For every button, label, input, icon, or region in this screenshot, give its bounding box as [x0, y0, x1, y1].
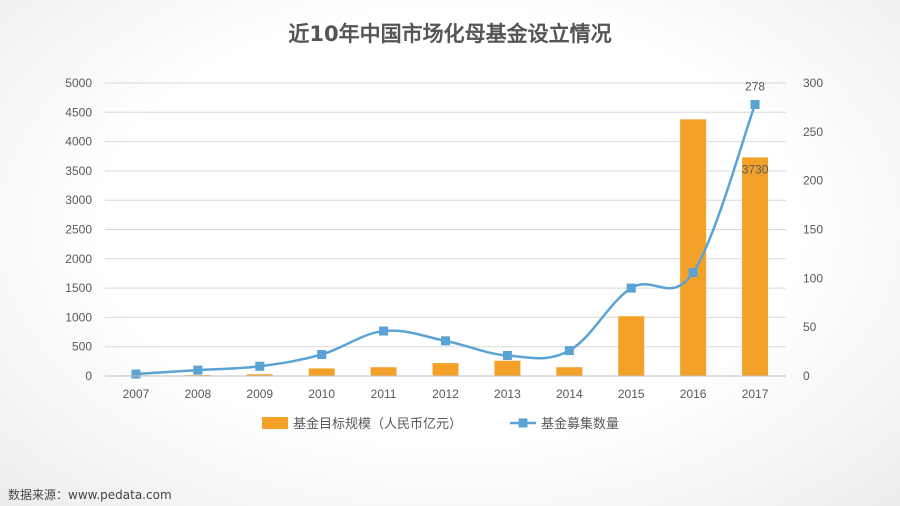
legend-swatch-marker [518, 418, 528, 428]
y-left-tick-label: 4500 [65, 105, 92, 119]
y-left-tick-label: 2000 [65, 252, 92, 266]
x-tick-label: 2010 [308, 387, 335, 401]
y-right-tick-label: 200 [803, 174, 823, 188]
y-left-tick-label: 2500 [65, 223, 92, 237]
x-tick-label: 2008 [185, 387, 212, 401]
y-left-tick-label: 0 [85, 369, 92, 383]
data-labels: 3730 278 [742, 79, 769, 176]
legend-swatch-bar [262, 417, 288, 429]
line-path [135, 104, 757, 376]
data-label: 3730 [742, 162, 769, 176]
y-left-tick-label: 1000 [65, 310, 92, 324]
y-left-tick-label: 5000 [65, 76, 92, 90]
x-tick-label: 2007 [123, 387, 150, 401]
legend-label: 基金募集数量 [541, 416, 619, 432]
x-tick-label: 2014 [556, 387, 583, 401]
line-series [131, 99, 760, 379]
x-tick-label: 2012 [432, 387, 459, 401]
bar [370, 367, 397, 376]
chart-title: 近10年中国市场化母基金设立情况 [288, 22, 612, 46]
line-point [317, 350, 327, 360]
y-right-tick-label: 0 [803, 369, 810, 383]
legend: 基金目标规模（人民币亿元） 基金募集数量 [262, 416, 619, 432]
y-right-tick-label: 300 [803, 76, 823, 90]
legend-label: 基金目标规模（人民币亿元） [293, 416, 462, 432]
y-left-tick-label: 500 [72, 340, 92, 354]
x-tick-label: 2009 [246, 387, 273, 401]
x-tick-label: 2017 [742, 387, 769, 401]
data-label: 278 [745, 79, 765, 93]
bar [742, 157, 769, 376]
line-point [750, 99, 760, 109]
line-point [131, 369, 141, 379]
line-point [379, 326, 389, 336]
y-left-tick-label: 3000 [65, 193, 92, 207]
bar [556, 367, 583, 376]
bar [246, 374, 273, 376]
y-left-tick-label: 4000 [65, 135, 92, 149]
x-tick-label: 2015 [618, 387, 645, 401]
x-tick-label: 2011 [371, 387, 397, 401]
line-point [441, 336, 450, 346]
y-right-tick-label: 100 [803, 271, 823, 285]
y-right-tick-label: 150 [803, 223, 823, 237]
line-point [626, 283, 636, 293]
bar [432, 363, 459, 376]
gridlines [105, 82, 786, 348]
bar [618, 316, 645, 376]
line-point [502, 350, 512, 360]
bar [494, 360, 521, 376]
y-right-tick-label: 50 [803, 320, 817, 334]
x-tick-label: 2016 [680, 387, 707, 401]
y-right-tick-label: 250 [803, 125, 823, 139]
line-point [564, 346, 574, 356]
bar [680, 119, 707, 376]
y-left-tick-label: 3500 [65, 164, 92, 178]
line-point [688, 267, 698, 277]
line-point [255, 361, 265, 371]
axes: 0500100015002000250030003500400045005000… [65, 76, 823, 401]
line-point [193, 365, 203, 375]
x-tick-label: 2013 [494, 387, 521, 401]
y-left-tick-label: 1500 [65, 281, 92, 295]
bar-series [122, 119, 769, 376]
source-note: 数据来源：www.pedata.com [8, 488, 172, 502]
bar [308, 368, 335, 376]
